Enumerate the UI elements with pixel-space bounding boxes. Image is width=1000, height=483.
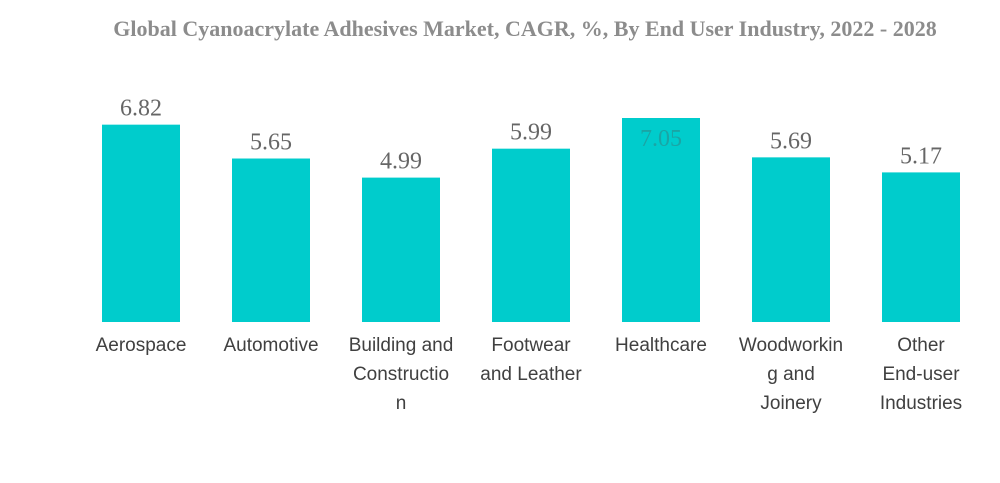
- data-label-6: 5.17: [900, 143, 942, 169]
- data-label-0: 6.82: [120, 96, 162, 122]
- x-tick-label-1: Automotive: [223, 335, 318, 356]
- data-label-4: 7.05: [640, 126, 682, 152]
- bar-3: [492, 148, 570, 322]
- x-tick-label-line: Woodworkin: [739, 335, 843, 356]
- x-tick-label-line: Healthcare: [615, 335, 707, 356]
- bar-0: [102, 124, 180, 322]
- x-tick-label-4: Healthcare: [615, 335, 707, 356]
- data-label-3: 5.99: [510, 120, 552, 146]
- x-tick-label-line: g and: [767, 364, 815, 385]
- bar-4: [622, 118, 700, 322]
- x-tick-label-3: Footwear and Leather: [480, 335, 582, 385]
- x-tick-label-line: Joinery: [760, 393, 822, 414]
- data-label-2: 4.99: [380, 149, 422, 175]
- chart-title: Global Cyanoacrylate Adhesives Market, C…: [113, 16, 937, 41]
- x-tick-label-6: Other End-user Industries: [880, 335, 962, 414]
- x-tick-label-5: Woodworkin g and Joinery: [739, 335, 843, 414]
- x-tick-label-line: Building and: [349, 335, 454, 356]
- x-tick-label-line: Other: [897, 335, 945, 356]
- x-tick-label-line: n: [396, 393, 407, 414]
- x-tick-label-line: Industries: [880, 393, 962, 414]
- bar-5: [752, 157, 830, 322]
- x-tick-label-2: Building and Constructio n: [349, 335, 454, 414]
- data-label-1: 5.65: [250, 130, 292, 156]
- bar-1: [232, 158, 310, 322]
- bar-2: [362, 177, 440, 322]
- bar-6: [882, 172, 960, 322]
- data-label-5: 5.69: [770, 128, 812, 154]
- x-tick-label-line: Automotive: [223, 335, 318, 356]
- x-tick-label-line: and Leather: [480, 364, 582, 385]
- x-tick-label-line: Constructio: [353, 364, 449, 385]
- x-tick-label-line: End-user: [882, 364, 960, 385]
- x-tick-label-line: Aerospace: [96, 335, 187, 356]
- x-tick-label-line: Footwear: [491, 335, 571, 356]
- x-tick-label-0: Aerospace: [96, 335, 187, 356]
